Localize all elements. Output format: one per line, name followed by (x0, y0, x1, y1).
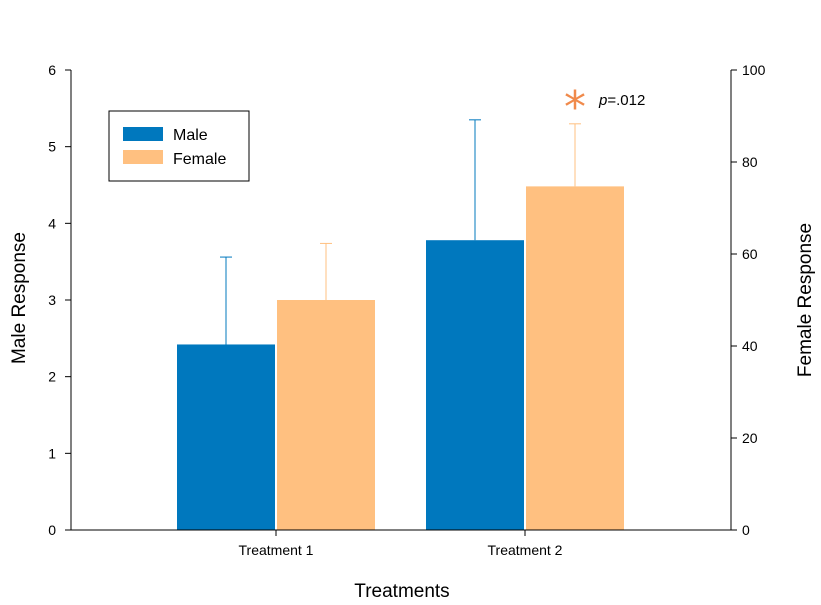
bar-female-2 (526, 186, 624, 530)
p-value-symbol: p (598, 92, 607, 109)
bars-layer (177, 186, 624, 530)
x-tick-label: Treatment 1 (239, 542, 314, 558)
y-right-tick-label: 80 (742, 154, 758, 170)
y-left-tick-label: 3 (48, 292, 56, 308)
bar-female-1 (277, 300, 375, 530)
y-left-tick-label: 1 (48, 445, 56, 461)
error-bars-layer (220, 119, 581, 345)
y-right-tick-label: 100 (742, 62, 766, 78)
y-right-tick-label: 40 (742, 338, 758, 354)
y-left-axis-title: Male Response (9, 232, 30, 364)
bar-male-1 (177, 344, 275, 530)
y-left-tick-label: 5 (48, 139, 56, 155)
y-right-tick-label: 0 (742, 522, 750, 538)
x-tick-label: Treatment 2 (488, 542, 563, 558)
bar-male-2 (426, 240, 524, 530)
legend-swatch-female (123, 150, 163, 164)
y-right-axis-title: Female Response (795, 223, 816, 377)
y-left-tick-label: 4 (48, 215, 56, 231)
legend-swatch-male (123, 127, 163, 141)
y-left-tick-label: 0 (48, 522, 56, 538)
y-right-tick-label: 60 (742, 246, 758, 262)
legend-frame (108, 110, 250, 182)
significance-star-icon: * (564, 82, 586, 133)
y-right-tick-label: 20 (742, 430, 758, 446)
p-value-number: =.012 (607, 92, 645, 109)
y-left-tick-label: 6 (48, 62, 56, 78)
p-value-label: p=.012 (598, 92, 645, 109)
y-left-tick-label: 2 (48, 369, 56, 385)
x-axis-title: Treatments (354, 581, 449, 602)
significance-annotation: * p=.012 (564, 82, 645, 133)
legend-label-male: Male (173, 127, 208, 144)
legend: Male Female (108, 110, 250, 182)
legend-label-female: Female (173, 151, 226, 168)
